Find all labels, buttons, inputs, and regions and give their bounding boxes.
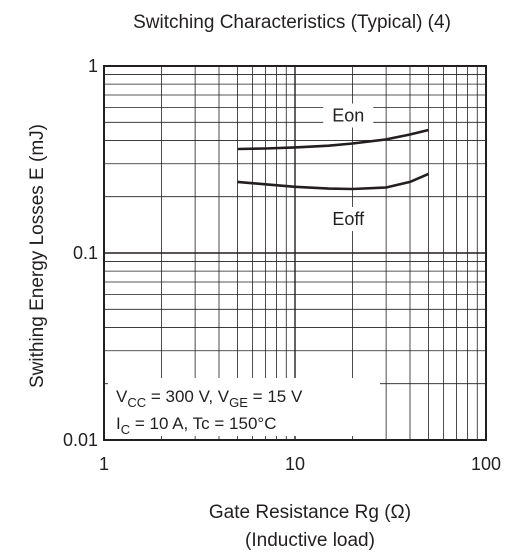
chart-title: Switching Characteristics (Typical) (4) xyxy=(133,12,451,33)
y-tick-label: 0.01 xyxy=(63,430,98,450)
plot-frame xyxy=(103,65,487,441)
series-line-eon xyxy=(237,128,429,151)
grid-lines xyxy=(103,65,487,441)
tick-labels: 1 10 100 0.01 0.1 1 xyxy=(63,56,501,474)
condition-line: VCC = 300 V, VGE = 15 V xyxy=(116,387,303,410)
series-curves xyxy=(237,128,430,191)
series-label-bg xyxy=(323,206,374,231)
series-label-eon: Eon xyxy=(332,106,364,126)
conditions-box xyxy=(108,378,380,436)
x-tick-label: 1 xyxy=(99,454,109,474)
x-axis-sublabel: (Inductive load) xyxy=(245,530,375,551)
series-label-bg xyxy=(323,103,374,128)
series-line-eoff xyxy=(237,172,430,191)
x-axis-label: Gate Resistance Rg (Ω) xyxy=(208,502,412,523)
y-tick-label: 0.1 xyxy=(73,243,98,263)
y-tick-label: 1 xyxy=(88,56,98,76)
annotations: Eon Eoff VCC = 300 V, VGE = 15 V IC = 10 A,… xyxy=(108,103,380,437)
condition-line: IC = 10 A, Tc = 150°C xyxy=(116,414,276,437)
x-tick-label: 10 xyxy=(285,454,305,474)
series-label-eoff: Eoff xyxy=(332,209,365,229)
x-tick-label: 100 xyxy=(471,454,501,474)
